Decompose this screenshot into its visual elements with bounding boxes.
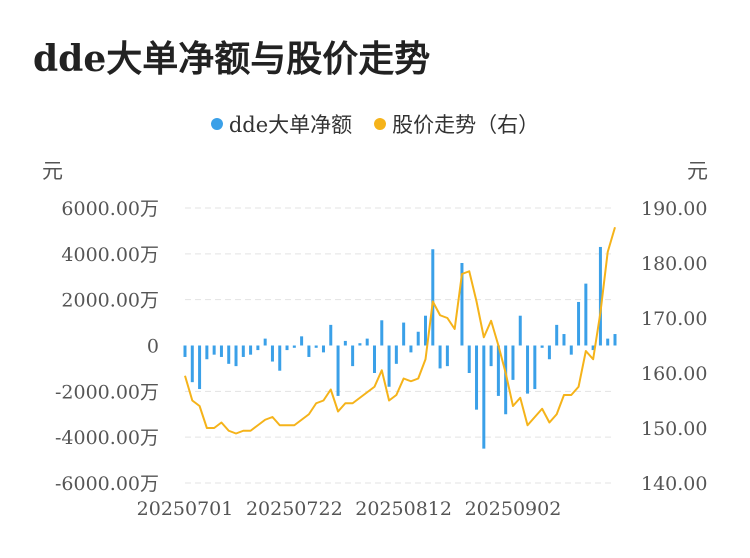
left-tick-label: 4000.00万 [61, 244, 159, 266]
right-tick-label: 180.00 [641, 253, 707, 275]
dde-bar [438, 345, 442, 369]
dde-bar [212, 345, 216, 355]
right-tick-label: 140.00 [641, 473, 707, 495]
dde-bar [380, 320, 384, 346]
dde-bar [460, 263, 464, 346]
dde-bar [547, 345, 551, 360]
price-line-layer [184, 226, 616, 435]
dde-bar [482, 345, 486, 449]
dde-bar [329, 324, 333, 346]
right-tick-label: 150.00 [641, 418, 707, 440]
dde-bar [504, 345, 508, 415]
grid-lines [185, 207, 615, 484]
dde-bar [198, 345, 202, 390]
right-axis-unit: 元 [687, 159, 708, 183]
dde-bar [394, 345, 398, 364]
dde-bar [431, 249, 435, 346]
dde-bar [256, 345, 260, 351]
dde-bar [555, 324, 559, 346]
axis-labels: 元 6000.00万 4000.00万 2000.00万 0 -2000.00万 -4000… [42, 159, 708, 520]
right-tick-label: 160.00 [641, 363, 707, 385]
dde-bar [511, 345, 515, 380]
dde-bar [496, 345, 500, 396]
dde-bar [584, 283, 588, 346]
left-tick-label: 2000.00万 [61, 290, 159, 312]
right-tick-label: 170.00 [641, 308, 707, 330]
left-axis-unit: 元 [42, 159, 63, 183]
legend-item-dde[interactable]: dde大单净额 [210, 109, 353, 139]
dde-bar [613, 334, 617, 346]
legend-marker-price [374, 118, 387, 130]
chart-title: dde大单净额与股价走势 [33, 38, 431, 80]
dde-bar [591, 345, 595, 351]
dde-bar [278, 345, 282, 371]
dde-bar [270, 345, 274, 362]
dde-bar [569, 345, 573, 355]
dde-bar [387, 345, 391, 387]
left-tick-label: 0 [147, 336, 159, 358]
dde-bar [358, 343, 362, 346]
dde-bar [336, 345, 340, 396]
x-tick-label: 20250812 [355, 498, 452, 520]
left-tick-label: 6000.00万 [61, 198, 159, 220]
dde-bar [540, 345, 544, 348]
dde-bar [307, 345, 311, 357]
dde-bar [489, 345, 493, 367]
dde-bar [321, 345, 325, 353]
dde-bar [365, 338, 369, 346]
price-line [184, 226, 616, 435]
dde-bar [314, 345, 318, 348]
dde-bar [445, 345, 449, 367]
dde-bars [183, 246, 617, 449]
dde-bar [372, 345, 376, 373]
x-tick-label: 20250722 [246, 498, 343, 520]
dde-bar [249, 345, 253, 355]
left-tick-label: -4000.00万 [55, 427, 159, 449]
right-tick-label: 190.00 [641, 198, 707, 220]
legend-item-price[interactable]: 股价走势（右） [374, 109, 539, 139]
dde-bar [205, 345, 209, 360]
dde-bar [183, 345, 187, 357]
legend-marker-dde [210, 118, 223, 130]
dde-bar [219, 345, 223, 357]
dde-bar [606, 338, 610, 346]
dde-bar [467, 345, 471, 373]
dde-bar [562, 334, 566, 346]
dde-bar [402, 322, 406, 346]
dde-bar [190, 345, 194, 383]
dde-bar [300, 336, 304, 346]
dde-bar [263, 338, 267, 346]
dde-bar [577, 301, 581, 346]
dde-bar [285, 345, 289, 351]
left-tick-label: -2000.00万 [55, 381, 159, 403]
dde-bar [526, 345, 530, 394]
x-tick-label: 20250902 [465, 498, 562, 520]
dde-bar [227, 345, 231, 364]
dde-bar [475, 345, 479, 410]
dde-bar [351, 345, 355, 367]
dde-bar [292, 345, 296, 348]
chart-legend: dde大单净额 股价走势（右） [0, 109, 750, 139]
dde-bar [234, 345, 238, 367]
dde-bar [409, 345, 413, 353]
dde-bar [598, 246, 602, 346]
dde-bar [241, 345, 245, 357]
dde-bar [416, 331, 420, 346]
x-tick-label: 20250701 [137, 498, 234, 520]
left-tick-label: -6000.00万 [55, 473, 159, 495]
legend-label-price: 股价走势（右） [392, 113, 540, 137]
dde-bar [424, 315, 428, 346]
legend-label-dde: dde大单净额 [228, 113, 353, 137]
dde-bar [518, 315, 522, 346]
dde-bar [533, 345, 537, 390]
dde-bar [343, 340, 347, 346]
